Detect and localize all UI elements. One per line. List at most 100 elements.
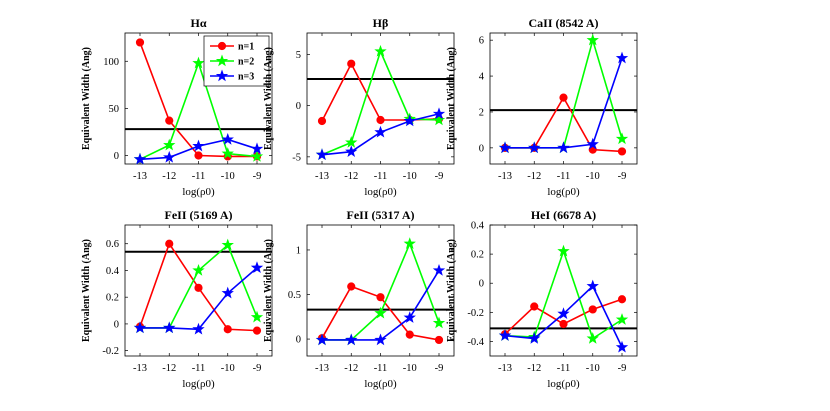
data-point xyxy=(434,335,444,345)
data-point xyxy=(559,319,568,329)
data-point xyxy=(315,333,329,346)
y-tick-label: 0 xyxy=(479,143,484,154)
y-tick-label: 2 xyxy=(479,107,484,118)
y-axis-label: Equivalent Width (Ang) xyxy=(81,47,92,150)
y-axis-label: Equivalent Width (Ang) xyxy=(263,47,274,150)
y-tick-label: 0 xyxy=(296,101,301,112)
data-point xyxy=(165,239,174,248)
subplot-2: Hβ -13 -12 -11 -10 -9 -5 0 5 log(ρ0) Equivalent Wi… xyxy=(263,16,455,198)
data-point xyxy=(615,340,629,353)
subplot-title: CaII (8542 A) xyxy=(528,16,598,30)
y-tick-label: -0.2 xyxy=(467,308,484,319)
y-tick-label: -0.4 xyxy=(467,337,484,348)
x-tick-label: -13 xyxy=(133,363,147,374)
x-tick-label: -11 xyxy=(557,171,571,182)
x-tick-label: -12 xyxy=(162,171,176,182)
x-tick-label: -9 xyxy=(253,363,262,374)
data-point xyxy=(403,114,416,127)
data-point xyxy=(163,150,176,163)
subplot-5: FeII (5317 A) -13 -12 -11 -10 -9 0 0.5 1 log(ρ0) E… xyxy=(263,208,455,390)
x-tick-label: -13 xyxy=(315,171,329,182)
legend-marker xyxy=(215,69,229,82)
series-n=3 xyxy=(315,107,446,161)
data-point xyxy=(250,261,264,274)
x-tick-label: -10 xyxy=(403,171,417,182)
x-axis-label: log(ρ0) xyxy=(547,186,580,198)
x-tick-label: -13 xyxy=(498,171,512,182)
x-tick-label: -9 xyxy=(618,363,627,374)
subplot-title: Hβ xyxy=(373,16,389,30)
y-tick-label: 1 xyxy=(296,245,301,256)
data-point xyxy=(221,286,234,299)
subplot-3: CaII (8542 A) -13 -12 -11 -10 -9 0 2 4 6 log(ρ0) Eq… xyxy=(446,16,638,198)
data-point xyxy=(221,133,234,145)
data-point xyxy=(345,145,358,157)
x-tick-label: -10 xyxy=(221,363,235,374)
data-point xyxy=(194,151,203,160)
data-point xyxy=(163,321,176,334)
data-point xyxy=(432,107,446,120)
y-tick-label: 100 xyxy=(103,57,119,68)
x-tick-label: -11 xyxy=(374,171,388,182)
legend-label: n=3 xyxy=(238,72,254,83)
y-tick-label: -0.2 xyxy=(102,346,119,357)
series-n=3 xyxy=(133,261,264,335)
data-point xyxy=(194,283,203,292)
y-tick-label: 0 xyxy=(479,279,484,290)
data-point xyxy=(432,263,446,276)
x-tick-label: -11 xyxy=(192,171,206,182)
legend-label: n=2 xyxy=(238,57,254,68)
axes-box xyxy=(306,32,455,165)
data-point xyxy=(250,310,264,323)
data-point xyxy=(192,322,205,335)
data-point xyxy=(403,311,416,323)
x-tick-label: -10 xyxy=(586,363,600,374)
data-point xyxy=(315,148,329,161)
x-tick-label: -13 xyxy=(498,363,512,374)
x-tick-label: -12 xyxy=(527,171,541,182)
series-n=3 xyxy=(133,133,264,165)
series-n=3 xyxy=(498,279,629,353)
y-tick-label: 6 xyxy=(479,36,484,47)
y-tick-label: 5 xyxy=(296,50,301,61)
y-tick-label: 0.5 xyxy=(288,290,301,301)
x-tick-label: -9 xyxy=(435,171,444,182)
data-point xyxy=(530,302,539,311)
legend-label: n=1 xyxy=(238,42,254,53)
data-point xyxy=(133,321,147,334)
y-tick-label: -5 xyxy=(292,152,301,163)
data-point xyxy=(221,147,234,159)
y-tick-label: 0.2 xyxy=(106,293,119,304)
y-tick-label: 4 xyxy=(479,72,485,83)
data-point xyxy=(165,116,174,125)
y-axis-label: Equivalent Width (Ang) xyxy=(263,239,274,342)
y-tick-label: 0 xyxy=(114,319,119,330)
x-tick-label: -13 xyxy=(315,363,329,374)
y-tick-label: 0.2 xyxy=(471,250,484,261)
data-point xyxy=(586,137,599,150)
data-point xyxy=(223,325,232,334)
data-point xyxy=(317,116,327,126)
x-tick-label: -9 xyxy=(253,171,262,182)
data-point xyxy=(617,147,627,156)
data-point xyxy=(374,333,387,346)
data-point xyxy=(586,33,599,46)
data-point xyxy=(586,279,599,292)
data-point xyxy=(345,333,358,346)
data-point xyxy=(374,306,387,319)
data-point xyxy=(586,332,599,344)
x-tick-label: -10 xyxy=(403,363,417,374)
x-tick-label: -12 xyxy=(527,363,541,374)
y-axis-label: Equivalent Width (Ang) xyxy=(81,239,92,342)
y-tick-label: 0 xyxy=(114,151,119,162)
data-point xyxy=(250,142,264,155)
data-point xyxy=(405,330,414,339)
data-point xyxy=(376,293,385,302)
data-point xyxy=(192,139,205,152)
data-point xyxy=(374,125,387,138)
data-point xyxy=(374,44,387,57)
x-tick-label: -13 xyxy=(133,171,147,182)
data-point xyxy=(345,136,358,148)
x-axis-label: log(ρ0) xyxy=(182,378,215,390)
